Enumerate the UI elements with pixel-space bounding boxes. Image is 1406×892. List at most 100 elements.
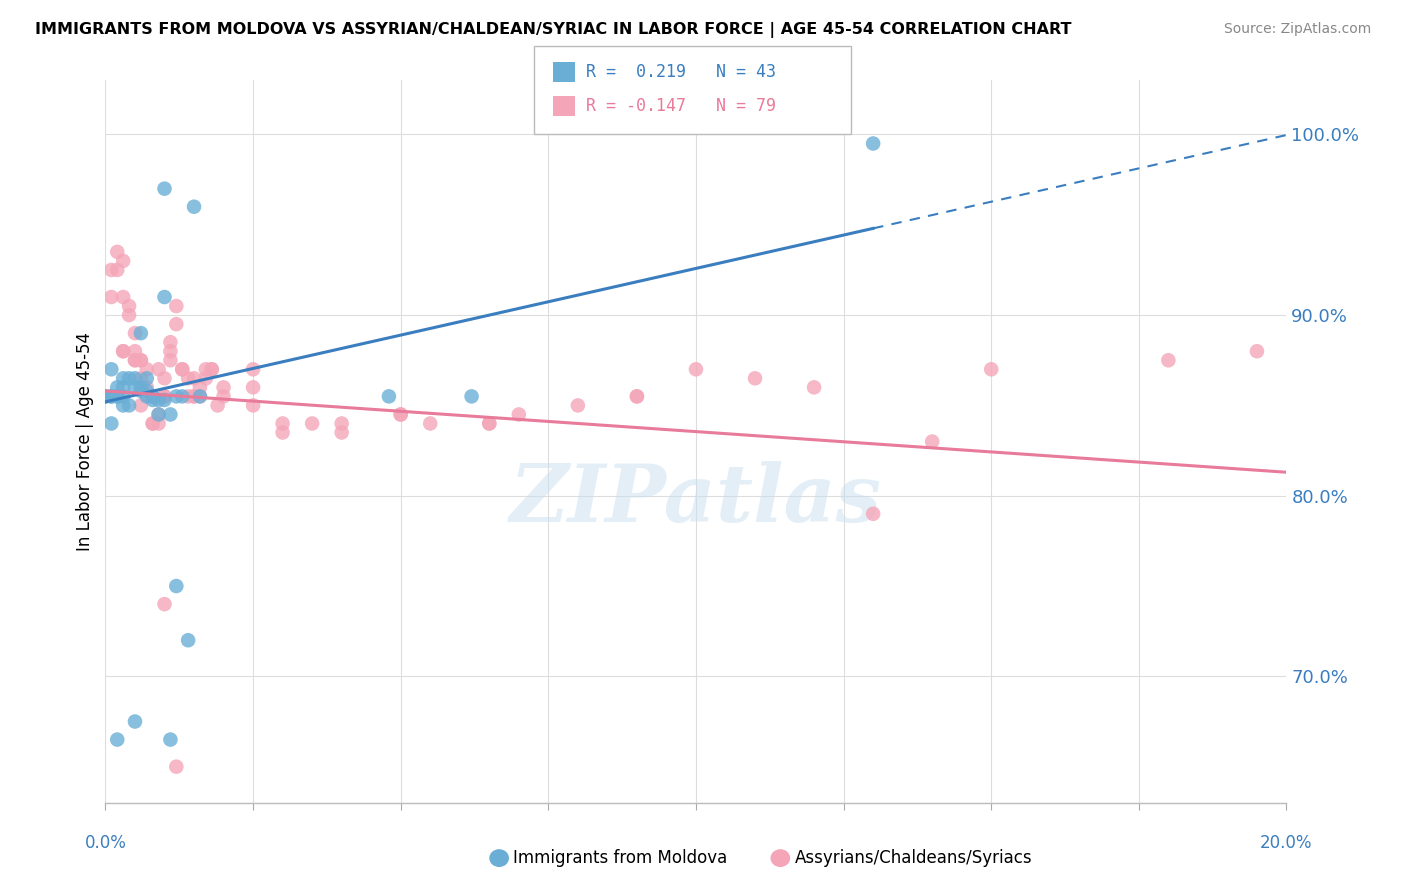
- Point: [803, 380, 825, 394]
- Point: [118, 308, 141, 322]
- Point: [478, 417, 501, 431]
- Point: [201, 362, 224, 376]
- Point: [153, 389, 176, 403]
- Point: [142, 389, 165, 403]
- Point: [129, 384, 152, 398]
- Point: [142, 392, 165, 407]
- Point: [100, 417, 122, 431]
- Point: [100, 290, 122, 304]
- Point: [105, 732, 128, 747]
- Point: [124, 344, 146, 359]
- Point: [159, 344, 181, 359]
- Point: [188, 389, 211, 403]
- Point: [135, 371, 157, 385]
- Point: [159, 408, 181, 422]
- Point: [148, 408, 170, 422]
- Text: R =  0.219   N = 43: R = 0.219 N = 43: [586, 63, 776, 81]
- Point: [862, 507, 884, 521]
- Point: [172, 389, 194, 403]
- Point: [129, 353, 152, 368]
- Point: [148, 408, 170, 422]
- Point: [744, 371, 766, 385]
- Point: [165, 299, 187, 313]
- Point: [135, 384, 157, 398]
- Point: [242, 380, 264, 394]
- Point: [112, 380, 135, 394]
- Point: [129, 326, 152, 340]
- Point: [330, 417, 353, 431]
- Point: [165, 317, 187, 331]
- Point: [567, 398, 589, 412]
- Point: [124, 326, 146, 340]
- Point: [626, 389, 648, 403]
- Text: Assyrians/Chaldeans/Syriacs: Assyrians/Chaldeans/Syriacs: [794, 849, 1032, 867]
- Point: [105, 263, 128, 277]
- Point: [129, 353, 152, 368]
- Point: [124, 353, 146, 368]
- Point: [100, 362, 122, 376]
- Point: [508, 408, 530, 422]
- Point: [135, 389, 157, 403]
- Point: [129, 371, 152, 385]
- Point: [165, 759, 187, 773]
- Point: [242, 362, 264, 376]
- Text: 20.0%: 20.0%: [1260, 834, 1313, 852]
- Point: [124, 380, 146, 394]
- Point: [153, 392, 176, 407]
- Point: [112, 398, 135, 412]
- Point: [159, 335, 181, 350]
- Point: [188, 380, 211, 394]
- Point: [419, 417, 441, 431]
- Point: [112, 344, 135, 359]
- Point: [685, 362, 707, 376]
- Point: [183, 371, 205, 385]
- Text: IMMIGRANTS FROM MOLDOVA VS ASSYRIAN/CHALDEAN/SYRIAC IN LABOR FORCE | AGE 45-54 C: IMMIGRANTS FROM MOLDOVA VS ASSYRIAN/CHAL…: [35, 22, 1071, 38]
- Point: [124, 353, 146, 368]
- Point: [142, 417, 165, 431]
- Point: [153, 290, 176, 304]
- Point: [124, 371, 146, 385]
- Point: [129, 380, 152, 394]
- Point: [153, 597, 176, 611]
- Point: [330, 425, 353, 440]
- Point: [1157, 353, 1180, 368]
- Point: [112, 371, 135, 385]
- Text: ZIPatlas: ZIPatlas: [510, 460, 882, 538]
- Point: [194, 371, 217, 385]
- Point: [159, 732, 181, 747]
- Point: [142, 389, 165, 403]
- Point: [478, 417, 501, 431]
- Point: [118, 299, 141, 313]
- Point: [142, 417, 165, 431]
- Point: [201, 362, 224, 376]
- Point: [112, 290, 135, 304]
- Point: [212, 389, 235, 403]
- Point: [165, 389, 187, 403]
- Point: [177, 633, 200, 648]
- Point: [183, 200, 205, 214]
- Point: [159, 353, 181, 368]
- Point: [212, 380, 235, 394]
- Point: [1246, 344, 1268, 359]
- Point: [100, 389, 122, 403]
- Text: 0.0%: 0.0%: [84, 834, 127, 852]
- Point: [153, 181, 176, 195]
- Point: [172, 362, 194, 376]
- Point: [135, 362, 157, 376]
- Point: [118, 371, 141, 385]
- Point: [980, 362, 1002, 376]
- Point: [207, 398, 229, 412]
- Point: [148, 417, 170, 431]
- Point: [105, 244, 128, 259]
- Point: [135, 380, 157, 394]
- Point: [242, 398, 264, 412]
- Point: [129, 398, 152, 412]
- Point: [378, 389, 401, 403]
- Text: Immigrants from Moldova: Immigrants from Moldova: [513, 849, 727, 867]
- Point: [94, 389, 117, 403]
- Point: [862, 136, 884, 151]
- Point: [921, 434, 943, 449]
- Point: [301, 417, 323, 431]
- Point: [271, 425, 294, 440]
- Point: [105, 380, 128, 394]
